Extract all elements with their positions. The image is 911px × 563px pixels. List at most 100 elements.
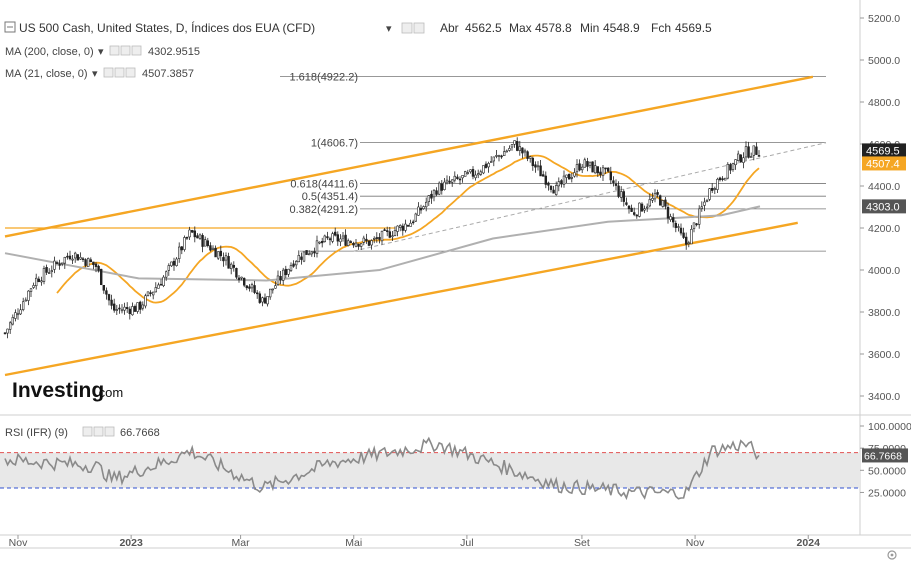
rsi-value: 66.7668 (120, 427, 160, 439)
candle-body-149 (391, 235, 394, 238)
time-axis: Nov 2023 Mar Mai Jul Set Nov 2024 (9, 535, 820, 549)
candle-body-64 (170, 261, 173, 267)
ma21-line (56, 154, 760, 304)
ohlc-low-label: Min (580, 21, 599, 35)
ma21-dropdown-icon[interactable]: ▾ (92, 68, 98, 80)
candle-body-111 (292, 263, 295, 267)
candle-body-31 (84, 259, 87, 266)
candle-body-252 (658, 195, 662, 206)
candle-body-286 (747, 146, 750, 158)
indicator-ma21[interactable]: MA (21, close, 0) ▾ 4507.3857 (5, 67, 194, 80)
candle-body-147 (385, 230, 389, 232)
candle-body-45 (120, 309, 124, 312)
candle-body-176 (461, 175, 464, 179)
candle-body-172 (450, 179, 454, 183)
collapse-icon[interactable] (4, 21, 16, 33)
time-tick-label-1: 2023 (119, 537, 143, 549)
candle-body-202 (528, 156, 532, 159)
candle-body-124 (326, 236, 329, 239)
candle-body-277 (723, 177, 727, 181)
badge-last-price: 4569.5 (866, 145, 900, 157)
candle-body-239 (625, 202, 628, 205)
candle-body-173 (453, 175, 456, 181)
candle-body-168 (440, 183, 443, 191)
rsi-visibility-icon[interactable] (93, 426, 104, 437)
candles (3, 137, 761, 339)
ma200-visibility-icon[interactable] (120, 45, 131, 56)
candle-body-244 (638, 202, 641, 217)
candle-body-169 (443, 181, 446, 190)
candle-body-162 (424, 201, 428, 208)
candle-body-32 (87, 258, 90, 267)
candle-body-66 (175, 258, 178, 266)
gear-icon[interactable] (887, 550, 897, 560)
candle-body-273 (713, 188, 717, 190)
candle-body-43 (115, 309, 119, 311)
ma21-visibility-icon[interactable] (114, 67, 125, 78)
candle-body-241 (630, 207, 633, 212)
candle-body-87 (230, 263, 233, 269)
candle-body-194 (508, 148, 511, 151)
candle-body-37 (100, 268, 103, 285)
visibility-icon[interactable] (413, 22, 425, 34)
candle-body-132 (346, 240, 350, 246)
ma21-delete-icon[interactable] (125, 67, 136, 78)
chart-title: US 500 Cash, United States, D, Índices d… (19, 20, 315, 35)
candle-body-182 (476, 173, 480, 176)
candle-body-41 (110, 299, 113, 306)
candle-body-152 (398, 225, 402, 228)
candle-body-123 (323, 235, 326, 242)
candle-body-29 (79, 256, 82, 260)
ma200-delete-icon[interactable] (131, 45, 142, 56)
candle-body-191 (500, 155, 503, 158)
candle-body-0 (3, 332, 7, 335)
dropdown-icon[interactable]: ▾ (386, 23, 392, 35)
candle-body-157 (411, 221, 415, 224)
candle-body-19 (53, 260, 56, 270)
indicator-ma200[interactable]: MA (200, close, 0) ▾ 4302.9515 (5, 45, 200, 58)
candle-body-151 (396, 225, 399, 232)
candle-body-175 (458, 178, 462, 181)
ma21-label: MA (21, close, 0) (5, 68, 88, 80)
fib-label-0382: 0.382(4291.2) (290, 204, 359, 216)
candle-body-279 (729, 164, 732, 171)
candle-body-46 (123, 306, 126, 311)
candle-body-93 (245, 285, 248, 289)
ma200-dropdown-icon[interactable]: ▾ (98, 46, 104, 58)
settings-icon[interactable] (401, 22, 413, 34)
candle-body-230 (601, 167, 605, 177)
candle-body-275 (718, 177, 722, 181)
candle-body-80 (211, 247, 215, 250)
rsi-settings-icon[interactable] (82, 426, 93, 437)
rsi-line (4, 436, 760, 501)
ma200-value: 4302.9515 (148, 46, 200, 58)
candle-body-143 (375, 237, 378, 239)
ma200-settings-icon[interactable] (109, 45, 120, 56)
candle-body-287 (749, 156, 753, 158)
candle-body-156 (409, 222, 412, 227)
channel-upper-line (4, 75, 814, 238)
candle-body-208 (544, 175, 548, 185)
candle-body-148 (388, 231, 391, 238)
rsi-label: RSI (IFR) (9) (5, 427, 68, 439)
ma21-settings-icon[interactable] (103, 67, 114, 78)
candle-body-128 (336, 234, 339, 242)
candle-body-188 (492, 156, 495, 162)
candle-body-263 (687, 242, 691, 245)
candle-body-79 (209, 245, 212, 251)
candle-body-96 (253, 285, 256, 293)
candle-body-78 (206, 240, 209, 246)
candle-body-185 (484, 163, 488, 168)
rsi-delete-icon[interactable] (104, 426, 115, 437)
candle-body-265 (692, 222, 696, 229)
candle-body-203 (531, 157, 535, 167)
candle-body-81 (214, 247, 217, 258)
candle-body-47 (126, 307, 129, 309)
time-tick-label-5: Set (574, 537, 590, 549)
candle-body-269 (703, 201, 706, 206)
candle-body-242 (632, 212, 636, 215)
price-tick-label-0: 5200.0 (868, 13, 900, 25)
candle-body-272 (710, 187, 714, 191)
candle-body-7 (21, 301, 25, 310)
candle-body-127 (333, 231, 337, 236)
